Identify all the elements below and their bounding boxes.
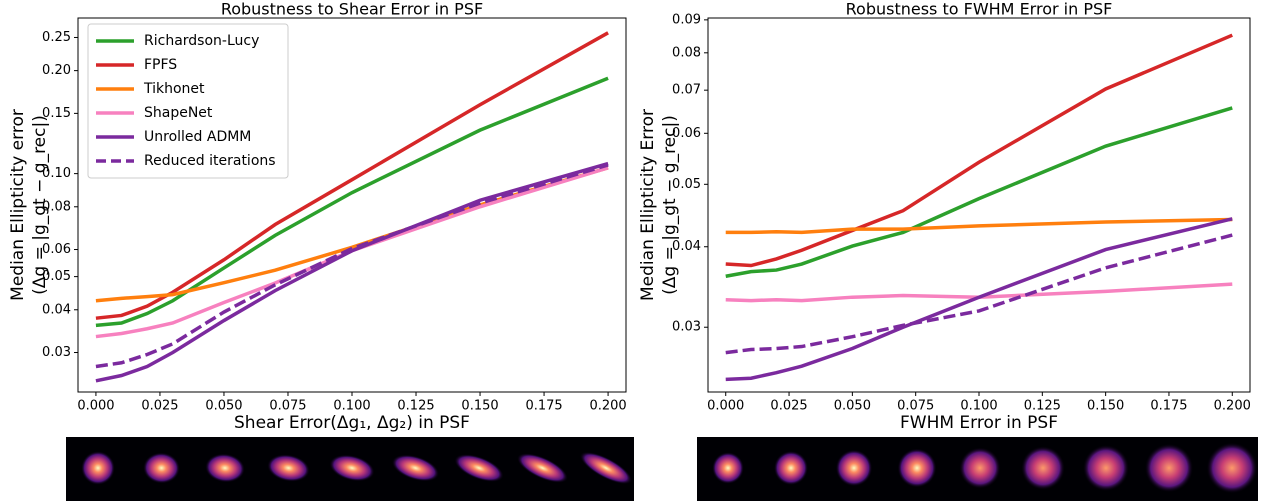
x-tick-label: 0.125 [1024, 399, 1061, 414]
y-tick-label: 0.05 [42, 269, 71, 284]
legend-label: Unrolled ADMM [144, 129, 251, 145]
y-tick-label: 0.08 [672, 45, 701, 60]
y-tick-label: 0.06 [42, 242, 71, 257]
series-line [95, 76, 609, 328]
psf-blob [959, 447, 1001, 489]
psf-blob [1206, 442, 1258, 494]
legend-label: ShapeNet [144, 105, 213, 121]
y-tick-label: 0.10 [42, 166, 71, 181]
chart-title: Robustness to Shear Error in PSF [221, 0, 483, 19]
legend-label: FPFS [144, 57, 177, 73]
x-tick-label: 0.025 [770, 399, 807, 414]
y-tick-label: 0.05 [672, 177, 701, 192]
series-line [95, 166, 609, 339]
x-tick-label: 0.150 [461, 399, 498, 414]
psf-blob [773, 450, 809, 486]
x-tick-label: 0.100 [333, 399, 370, 414]
x-tick-label: 0.100 [960, 399, 997, 414]
series-line [725, 217, 1233, 235]
psf-blob [205, 453, 245, 483]
psf-blob [267, 454, 310, 482]
x-tick-label: 0.200 [589, 399, 626, 414]
legend: Richardson-Lucy FPFS Tikhonet ShapeNet Unrol… [87, 23, 289, 179]
y-tick-label: 0.07 [672, 83, 701, 98]
x-tick-label: 0.175 [1150, 399, 1187, 414]
y-tick-label: 0.08 [42, 199, 71, 214]
psf-blob [454, 454, 504, 482]
psf-blob [712, 452, 744, 484]
x-tick-label: 0.025 [141, 399, 178, 414]
x-tick-label: 0.175 [525, 399, 562, 414]
series-line [725, 106, 1233, 278]
psf-blob [81, 451, 115, 485]
psf-blob [835, 449, 873, 487]
x-tick-label: 0.200 [1214, 399, 1251, 414]
x-tick-label: 0.075 [897, 399, 934, 414]
x-tick-label: 0.050 [205, 399, 242, 414]
series-line [95, 166, 609, 303]
psf-blob [1021, 446, 1065, 490]
legend-label: Richardson-Lucy [144, 33, 259, 49]
series-line [95, 31, 609, 320]
x-tick-label: 0.075 [269, 399, 306, 414]
psf-blob [391, 454, 440, 482]
y-tick-label: 0.09 [672, 12, 701, 27]
x-tick-label: 0.000 [77, 399, 114, 414]
psf-blob [329, 454, 375, 482]
legend-label: Reduced iterations [144, 153, 276, 169]
plot-frame [707, 17, 1251, 393]
x-tick-label: 0.050 [834, 399, 871, 414]
y-axis-label: (Δg = |g_gt − g_rec|) [660, 115, 680, 295]
psf-images [81, 442, 1258, 494]
y-tick-label: 0.25 [42, 30, 71, 45]
y-tick-label: 0.06 [672, 126, 701, 141]
plot-frame [77, 17, 627, 393]
y-axis-label: Median Ellipticity error [8, 109, 28, 301]
y-tick-label: 0.15 [42, 106, 71, 121]
series-line [95, 163, 609, 369]
series-line [725, 217, 1233, 382]
x-tick-label: 0.000 [707, 399, 744, 414]
x-tick-label: 0.125 [397, 399, 434, 414]
x-tick-label: 0.150 [1087, 399, 1124, 414]
series-line [725, 233, 1233, 355]
x-axis-label: Shear Error(Δg₁, Δg₂) in PSF [234, 413, 470, 433]
series-line [95, 161, 609, 383]
chart-title: Robustness to FWHM Error in PSF [846, 0, 1113, 19]
y-axis-label: Median Ellipticity Error [638, 109, 658, 301]
legend-label: Tikhonet [143, 81, 205, 97]
series-line [725, 282, 1233, 303]
psf-blob [897, 448, 937, 488]
y-tick-label: 0.03 [42, 345, 71, 360]
y-tick-label: 0.20 [42, 63, 71, 78]
y-tick-label: 0.03 [672, 320, 701, 335]
x-axis-label: FWHM Error in PSF [900, 413, 1058, 433]
legend-box [87, 23, 289, 179]
y-tick-label: 0.04 [672, 239, 701, 254]
psf-blob [142, 452, 181, 484]
psf-blob [579, 451, 633, 485]
psf-blob [1082, 444, 1130, 492]
y-tick-label: 0.04 [42, 302, 71, 317]
psf-blob [516, 453, 569, 483]
psf-blob [1144, 443, 1194, 493]
y-axis-label: (Δg = |g_gt − g_rec|) [30, 115, 50, 295]
